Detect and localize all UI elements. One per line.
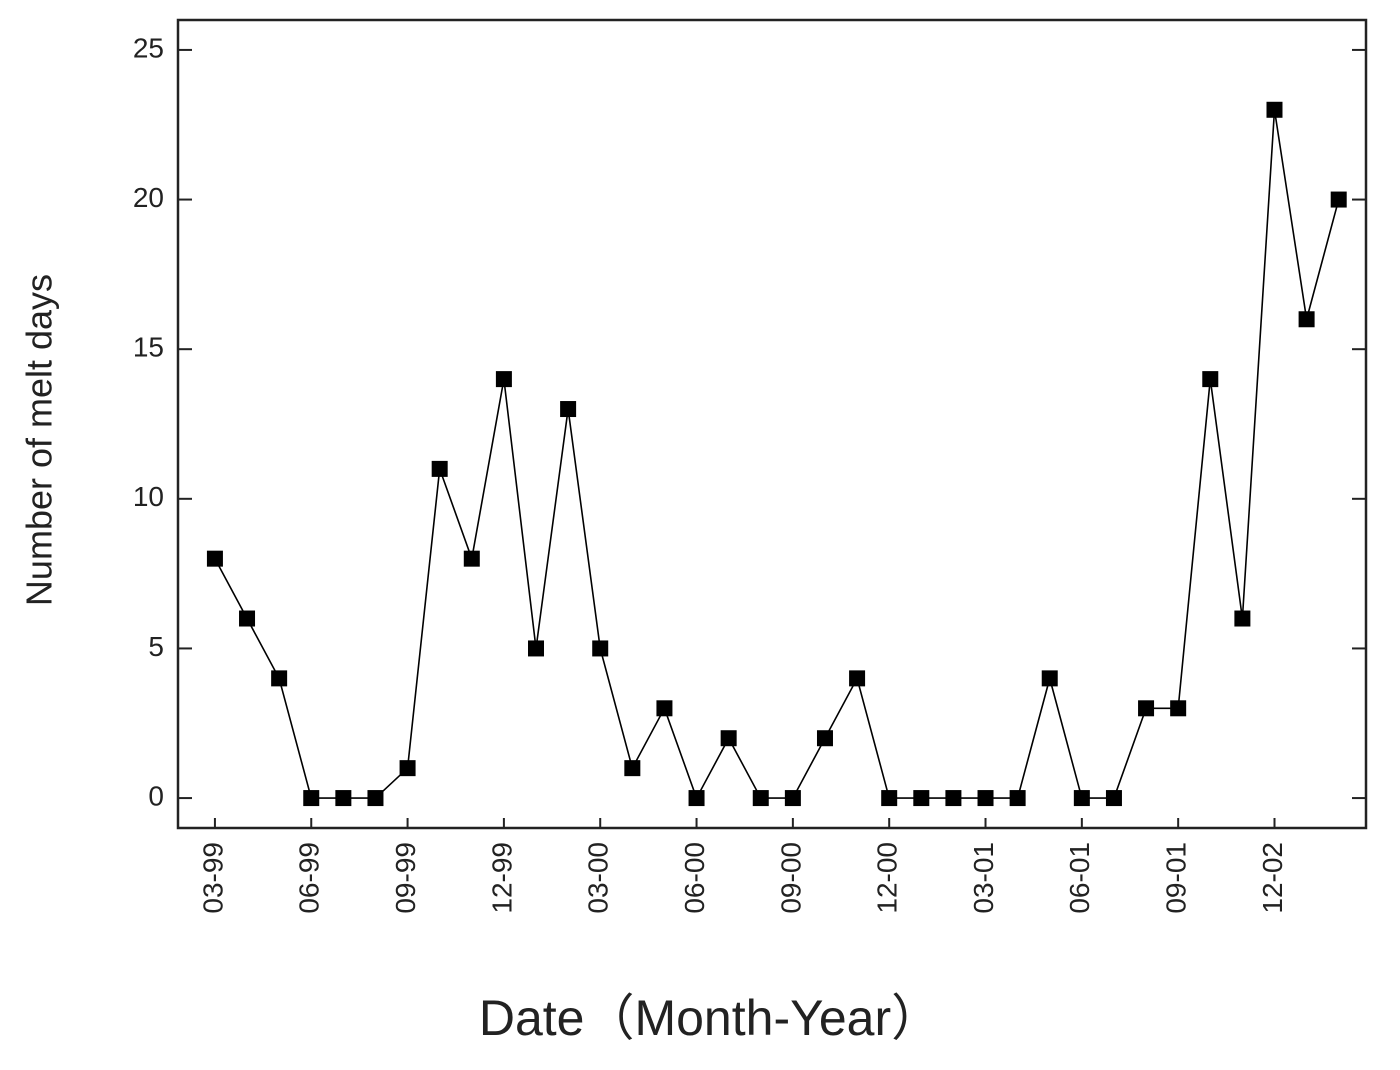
data-point <box>1009 790 1026 807</box>
data-point <box>881 790 898 807</box>
data-point <box>688 790 705 807</box>
x-tick-label: 12-00 <box>872 842 903 914</box>
y-tick-label: 10 <box>133 481 164 512</box>
y-axis-title: Number of melt days <box>19 274 60 606</box>
data-point <box>913 790 930 807</box>
data-point <box>495 371 512 388</box>
y-tick-label: 20 <box>133 182 164 213</box>
data-point <box>239 610 256 627</box>
plot-frame <box>176 18 1368 830</box>
x-tick-label: 06-01 <box>1064 842 1095 914</box>
data-point <box>1330 191 1347 208</box>
data-point <box>1170 700 1187 717</box>
data-point <box>624 760 641 777</box>
data-point <box>849 670 866 687</box>
data-point <box>303 790 320 807</box>
x-tick-label: 06-99 <box>294 842 325 914</box>
data-point <box>271 670 288 687</box>
data-point <box>431 460 448 477</box>
data-point <box>1266 101 1283 118</box>
data-point <box>1138 700 1155 717</box>
x-tick-label: 06-00 <box>679 842 710 914</box>
data-point <box>1202 371 1219 388</box>
data-line <box>214 109 1340 801</box>
x-tick-label: 12-02 <box>1257 842 1288 914</box>
x-tick-label: 09-99 <box>390 842 421 914</box>
y-tick-label: 0 <box>148 780 164 811</box>
data-point <box>528 640 545 657</box>
x-tick-label: 09-00 <box>775 842 806 914</box>
data-point <box>816 730 833 747</box>
data-point <box>1105 790 1122 807</box>
x-tick-label: 09-01 <box>1161 842 1192 914</box>
data-point <box>1073 790 1090 807</box>
x-tick-label: 03-01 <box>968 842 999 914</box>
data-point <box>945 790 962 807</box>
data-point <box>1234 610 1251 627</box>
y-tick-label: 25 <box>133 32 164 63</box>
x-tick-label: 03-99 <box>197 842 228 914</box>
data-point <box>592 640 609 657</box>
data-point <box>367 790 384 807</box>
data-point <box>463 550 480 567</box>
data-point <box>752 790 769 807</box>
data-point <box>1041 670 1058 687</box>
y-tick-label: 5 <box>148 631 164 662</box>
data-point <box>977 790 994 807</box>
x-axis-title: Date（Month-Year） <box>479 990 941 1046</box>
data-point <box>720 730 737 747</box>
data-point <box>656 700 673 717</box>
data-point <box>560 401 577 418</box>
data-point <box>399 760 416 777</box>
data-point <box>784 790 801 807</box>
data-point <box>206 550 223 567</box>
data-point <box>1298 311 1315 328</box>
x-tick-label: 03-00 <box>583 842 614 914</box>
y-tick-label: 15 <box>133 332 164 363</box>
x-tick-label: 12-99 <box>486 842 517 914</box>
data-point <box>335 790 352 807</box>
